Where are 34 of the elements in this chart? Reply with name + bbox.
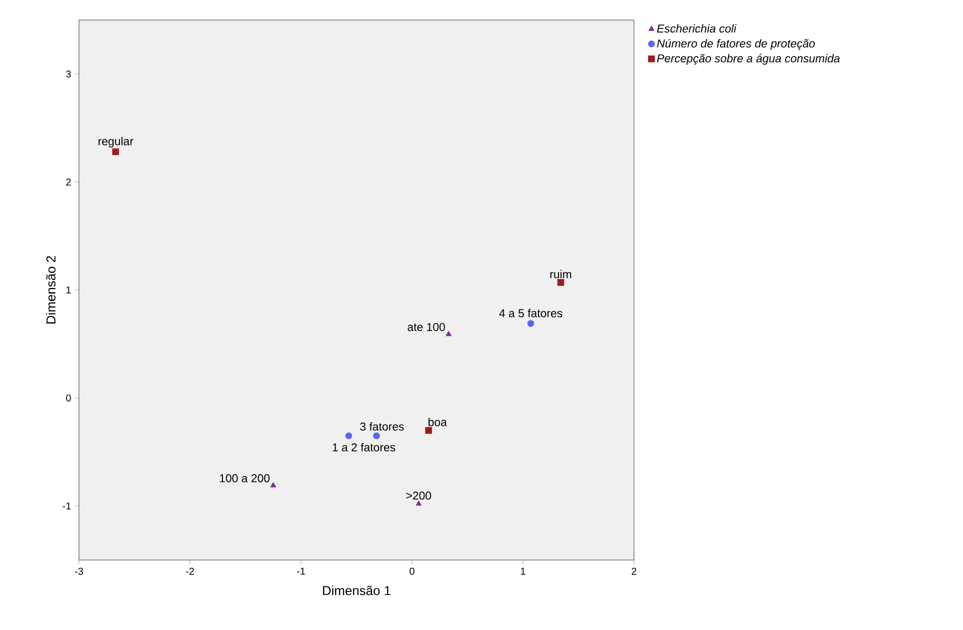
annotation: 100 a 200 [220, 474, 270, 482]
point [345, 432, 352, 440]
x-tick-label: -3 [75, 568, 83, 575]
point [425, 427, 432, 434]
legend-label: Percepção sobre a água consumida [657, 54, 840, 65]
annotation: ate 100 [408, 322, 445, 332]
x-axis-title: Dimensão 1 [323, 586, 390, 596]
point [112, 148, 120, 156]
y-tick-label: 2 [66, 178, 71, 186]
y-axis-title: Dimensão 2 [46, 256, 56, 324]
annotation: regular [98, 136, 134, 148]
annotation: boa [428, 418, 447, 426]
annotation: 4 a 5 fatores [499, 308, 562, 318]
x-tick-label: 0 [410, 568, 414, 575]
annotation: 1 a 2 fatores [332, 443, 396, 452]
legend-label: Escherichia coli [657, 24, 736, 33]
point [527, 320, 534, 327]
y-tick-label: -1 [62, 502, 71, 510]
annotation: ruim [550, 270, 572, 278]
point [446, 330, 452, 336]
point [270, 482, 276, 488]
y-tick-label: 0 [66, 394, 71, 402]
y-tick-label: 3 [66, 70, 71, 78]
annotation: 3 fatores [360, 422, 404, 431]
legend-label: Número de fatores de proteção [657, 38, 815, 50]
x-tick-label: -1 [297, 568, 305, 575]
x-tick-label: 2 [632, 568, 636, 575]
y-tick-label: 1 [66, 286, 71, 294]
x-tick-label: -2 [186, 568, 194, 575]
point [373, 432, 380, 440]
point [416, 500, 422, 506]
point [557, 279, 564, 286]
x-tick-label: 1 [521, 568, 526, 575]
annotation: >200 [406, 492, 432, 500]
